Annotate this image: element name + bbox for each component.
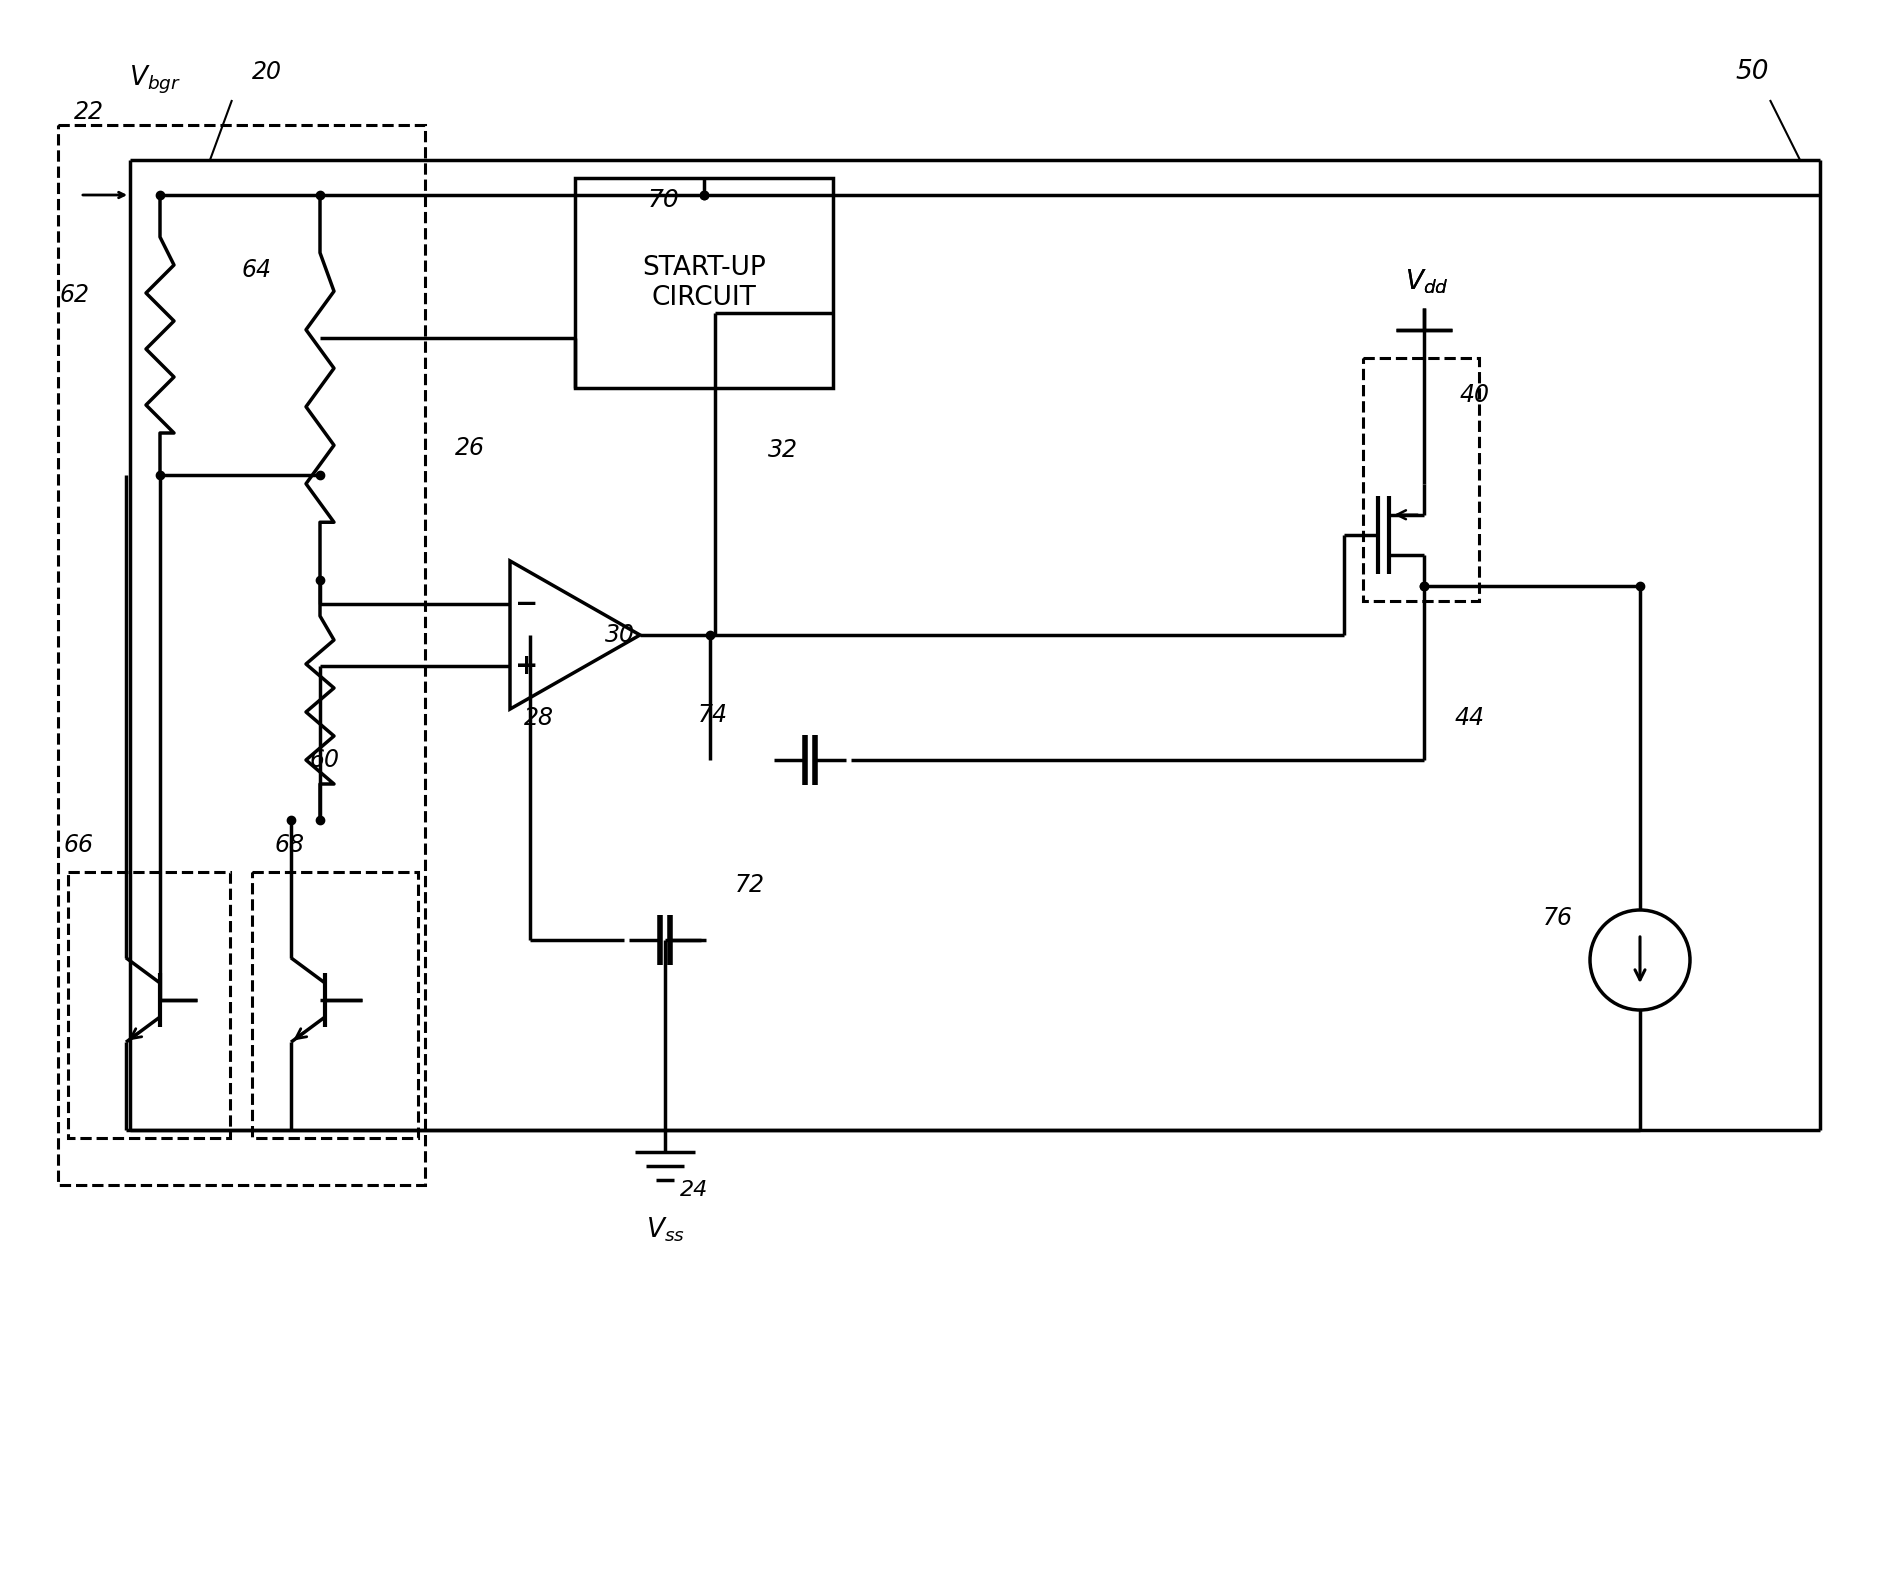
Text: 28: 28 [524,706,554,730]
Text: 64: 64 [242,257,272,283]
Text: 70: 70 [648,188,680,212]
Text: 30: 30 [605,623,635,647]
Text: 74: 74 [697,703,727,727]
Text: 40: 40 [1460,383,1490,407]
Text: −: − [515,590,539,619]
Text: 32: 32 [769,438,799,462]
Text: $V_{bgr}$: $V_{bgr}$ [130,64,180,96]
Text: 60: 60 [310,747,340,772]
Text: $V_{ss}$: $V_{ss}$ [646,1215,684,1245]
Text: 62: 62 [60,283,90,308]
Text: +: + [515,652,539,680]
Text: 26: 26 [455,436,485,460]
Text: $V_{dd}$: $V_{dd}$ [1405,268,1449,297]
Text: START-UP
CIRCUIT: START-UP CIRCUIT [643,254,767,311]
Text: 44: 44 [1454,706,1484,730]
Text: 50: 50 [1734,60,1768,85]
Text: 22: 22 [73,100,103,124]
Text: 24: 24 [680,1181,708,1199]
Text: $V_{dd}$: $V_{dd}$ [1405,268,1449,297]
Text: 76: 76 [1543,906,1573,929]
Text: 66: 66 [64,834,94,857]
Text: 72: 72 [735,873,765,896]
Text: 68: 68 [274,834,304,857]
Text: 20: 20 [252,60,282,85]
